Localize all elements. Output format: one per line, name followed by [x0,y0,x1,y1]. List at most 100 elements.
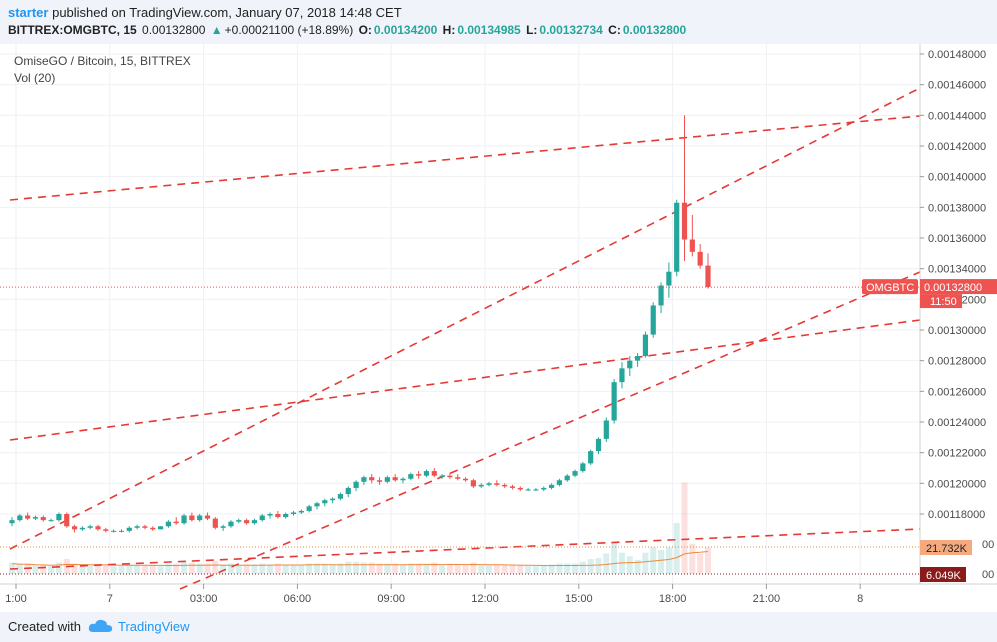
candle-up [361,477,367,482]
candle-up [423,471,430,476]
candle-down [705,265,711,288]
time-tick-label: 09:00 [377,593,405,605]
candle-up [486,483,492,485]
candle-up [118,530,125,532]
volume-bar [196,563,203,574]
time-tick-label: 1:00 [5,593,26,605]
volume-bar [634,559,641,574]
candle-up [87,526,93,528]
volume-bar [595,558,602,574]
chart-area[interactable]: 0.00148000 0.00146000 0.00144000 0.00142000… [0,44,997,612]
username-link[interactable]: starter [8,5,49,20]
candle-up [267,514,273,516]
volume-bar [321,563,328,574]
candle-up [290,512,297,514]
tradingview-link[interactable]: TradingView [118,619,190,634]
candle-up [298,510,304,513]
dashed-trendline [9,87,921,550]
volume-bar [55,562,62,574]
price-tick-label: 0.00134000 [928,264,986,276]
candle-up [236,520,242,522]
candle-up [439,475,445,477]
trendlines[interactable] [9,87,921,590]
candle-up [32,517,39,519]
volume-bar [454,564,461,574]
candle-up [658,285,664,306]
time-tick-label: 15:00 [565,593,593,605]
candle-up [556,480,562,485]
candle-down [494,483,500,485]
candle-down [275,514,281,518]
price-tick-label: 0.00120000 [928,478,986,490]
volume-bar [243,564,250,574]
volume-badge [920,567,966,582]
candle-up [126,527,132,531]
candle-up [525,489,531,491]
candle-down [502,484,508,487]
footer: Created with TradingView [0,612,997,642]
volume-bar [407,563,414,574]
volume-bar [165,563,172,574]
volume-bar [493,564,500,574]
candle-down [25,515,31,519]
candle-up [111,530,117,532]
volume-bar [658,550,665,574]
volume-bar [141,565,148,574]
candle-up [595,438,602,452]
candle-up [400,478,406,481]
volume-bar [149,565,156,574]
volume-bar [353,561,360,574]
time-tick-label: 8 [857,593,863,605]
volume-bar [360,562,367,574]
volume-bar [48,566,55,574]
volume-bar [486,565,493,574]
candle-down [376,480,383,482]
price-tick-label: 0.00148000 [928,49,986,61]
volume-bar [392,563,399,574]
candles [9,115,711,533]
volume-bar [126,564,133,574]
candle-up [314,503,320,507]
price-tick-label: 0.00130000 [928,325,986,337]
tradingview-cloud-icon[interactable] [88,617,114,635]
candle-down [173,521,179,524]
price-badge [920,279,997,295]
volume-bar [665,547,672,574]
volume-bar [564,563,571,574]
close-value: 0.00132800 [622,23,687,37]
volume-bar [501,565,508,574]
open-value: 0.00134200 [373,23,438,37]
candle-down [470,480,476,487]
volume-ma-line [11,551,709,567]
countdown-badge [920,294,962,309]
volume-bar [40,564,47,574]
time-tick-label: 03:00 [190,593,218,605]
grid [0,44,920,584]
candle-up [541,487,547,490]
candle-down [689,239,695,252]
candle-up [79,527,85,530]
close-label: C: [608,23,621,37]
volume-bar [251,564,258,574]
volume-bar [95,564,102,574]
price-tick-label-partial: 00 [982,569,994,581]
countdown-badge-label: 11:50 [930,296,957,308]
volume-bar [376,563,383,574]
time-axis[interactable]: 1:00 7 03:00 06:00 09:00 12:00 15:00 18:00 21:00… [5,584,863,605]
candle-down [416,474,422,476]
candle-up [322,500,328,504]
volume-bar [110,566,117,574]
volume-bar [642,552,649,574]
candle-up [642,334,649,357]
legend-title: OmiseGO / Bitcoin, 15, BITTREX [14,54,191,68]
candle-up [548,484,555,488]
volume-bar [204,563,211,574]
volume-bar [532,566,539,574]
volume-ma-badge-label: 21.732K [926,543,968,555]
candle-up [251,520,258,524]
volume-bar [603,553,610,574]
time-tick-label: 21:00 [753,593,781,605]
time-tick-label: 12:00 [471,593,499,605]
price-tick-label: 0.00124000 [928,417,986,429]
candle-down [40,517,46,521]
